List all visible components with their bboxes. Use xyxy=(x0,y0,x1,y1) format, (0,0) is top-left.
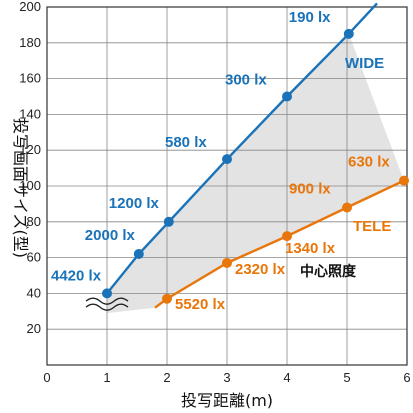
y-tick-label: 60 xyxy=(27,250,41,265)
data-point-tele xyxy=(342,202,352,213)
series xyxy=(102,2,409,309)
data-label-tele: 1340 lx xyxy=(285,240,336,257)
data-point-wide xyxy=(282,91,292,102)
data-point-wide xyxy=(222,154,232,165)
axis-break-mark xyxy=(85,297,129,305)
data-point-tele xyxy=(162,293,172,304)
data-label-tele: 2320 lx xyxy=(235,261,286,278)
data-label-wide: 2000 lx xyxy=(85,227,136,244)
x-tick-label: 6 xyxy=(403,370,410,385)
data-point-wide xyxy=(343,28,354,39)
data-label-wide: 4420 lx xyxy=(51,267,102,284)
data-label-wide: 580 lx xyxy=(165,134,207,151)
data-label-wide: 1200 lx xyxy=(109,195,160,212)
data-label-tele: 5520 lx xyxy=(175,296,226,313)
y-tick-label: 80 xyxy=(27,214,41,229)
y-tick-label: 180 xyxy=(19,35,41,50)
ticks: 20 40 60 80 100 120 140 160 180 200 0 1 2 3 4 5 6 xyxy=(19,0,410,385)
axis-break xyxy=(85,297,129,311)
data-label-wide: 300 lx xyxy=(225,72,267,89)
y-tick-label: 100 xyxy=(19,178,41,193)
labels: 4420 lx 2000 lx 1200 lx 580 lx 300 lx 190 lx 5… xyxy=(51,9,390,313)
x-axis-title: 投写距離(m) xyxy=(181,391,273,410)
data-point-tele xyxy=(399,175,409,186)
plot-frame xyxy=(46,6,408,366)
data-point-wide xyxy=(163,216,174,227)
axis-break-mark xyxy=(85,303,129,311)
y-tick-label: 140 xyxy=(19,106,41,121)
data-point-wide xyxy=(102,288,112,299)
y-tick-label: 40 xyxy=(27,285,41,300)
coverage-area xyxy=(107,33,404,314)
y-tick-label: 160 xyxy=(19,71,41,86)
x-tick-label: 4 xyxy=(283,370,290,385)
center-illuminance-note: 中心照度 xyxy=(300,263,357,280)
data-point-wide xyxy=(133,249,144,260)
x-tick-label: 2 xyxy=(163,370,170,385)
data-label-tele: 630 lx xyxy=(348,154,390,171)
data-label-wide: 190 lx xyxy=(289,9,331,26)
x-tick-label: 0 xyxy=(43,370,50,385)
data-label-tele: 900 lx xyxy=(289,180,331,197)
x-tick-label: 5 xyxy=(343,370,350,385)
wide-series-label: WIDE xyxy=(345,55,384,72)
y-tick-label: 120 xyxy=(19,142,41,157)
axes xyxy=(46,6,408,366)
tele-series-label: TELE xyxy=(353,218,391,235)
y-tick-label: 20 xyxy=(27,321,41,336)
x-tick-label: 3 xyxy=(223,370,230,385)
y-axis-title: 投写画面サイズ(型) xyxy=(11,118,30,258)
data-point-tele xyxy=(282,231,292,242)
x-tick-label: 1 xyxy=(103,370,110,385)
data-point-tele xyxy=(222,257,232,268)
y-tick-label: 200 xyxy=(19,0,41,14)
